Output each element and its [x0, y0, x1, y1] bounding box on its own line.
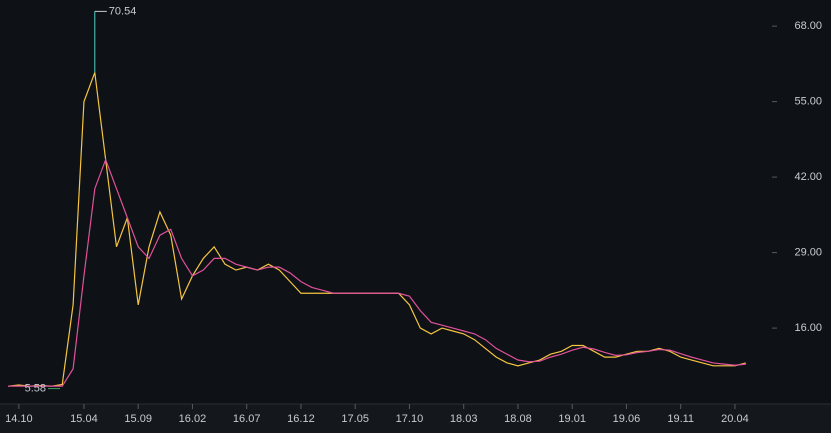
- x-tick-label: 20.04: [721, 413, 749, 425]
- x-tick-label: 16.07: [233, 413, 261, 425]
- x-tick-label: 14.10: [5, 413, 33, 425]
- x-tick-label: 15.04: [70, 413, 98, 425]
- x-tick-label: 19.11: [667, 413, 694, 425]
- x-tick-label: 18.08: [504, 413, 532, 425]
- low-label: 5.58: [25, 383, 46, 395]
- x-tick-label: 16.02: [179, 413, 207, 425]
- x-tick-label: 17.10: [396, 413, 424, 425]
- y-tick-label: 16.00: [794, 322, 822, 334]
- x-tick-label: 15.09: [124, 413, 152, 425]
- y-tick-label: 42.00: [794, 171, 822, 183]
- price-line: [8, 157, 746, 387]
- x-tick-label: 17.05: [341, 413, 369, 425]
- x-tick-label: 16.12: [287, 413, 315, 425]
- x-tick-label: 18.03: [450, 413, 478, 425]
- y-tick-label: 29.00: [794, 247, 822, 259]
- x-tick-label: 19.01: [558, 413, 586, 425]
- y-tick-label: 68.00: [794, 20, 822, 32]
- x-tick-label: 19.06: [613, 413, 641, 425]
- high-label: 70.54: [109, 5, 137, 17]
- y-tick-label: 55.00: [794, 96, 822, 108]
